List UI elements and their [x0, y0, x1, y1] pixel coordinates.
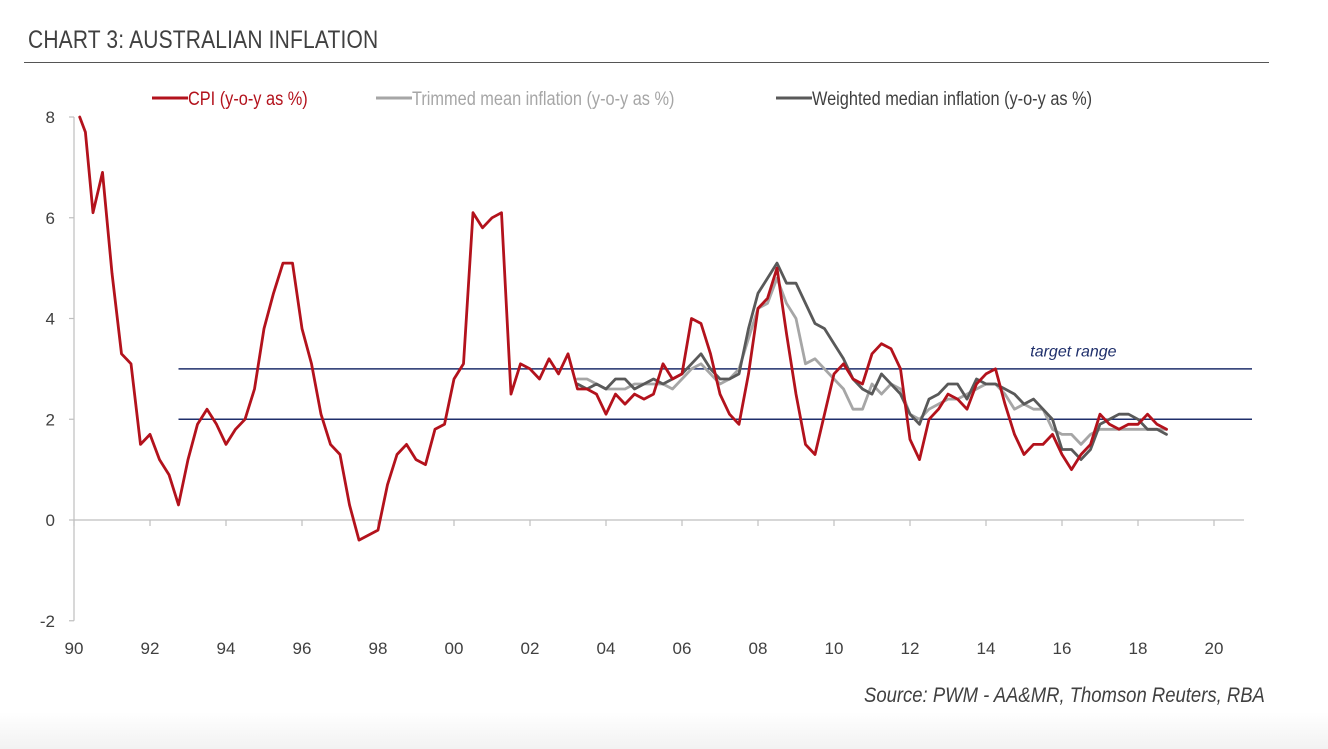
x-tick-label: 98 [369, 639, 388, 658]
x-tick-label: 90 [65, 639, 84, 658]
legend: CPI (y-o-y as %) Trimmed mean inflation (… [152, 88, 1092, 109]
chart-title: CHART 3: AUSTRALIAN INFLATION [28, 26, 379, 54]
legend-weighted-median-label: Weighted median inflation (y-o-y as %) [812, 88, 1092, 109]
weighted-median-series-line [576, 261, 1168, 461]
title-divider [24, 62, 1269, 63]
x-tick-label: 94 [217, 639, 236, 658]
x-tick-label: 92 [141, 639, 160, 658]
y-tick-label: 4 [46, 310, 55, 329]
cpi-series-line [78, 115, 1168, 542]
x-tick-label: 04 [597, 639, 616, 658]
target-range-label: target range [1030, 343, 1116, 360]
x-tick-label: 18 [1129, 639, 1148, 658]
y-tick-label: -2 [40, 612, 55, 631]
series-lines [78, 115, 1168, 542]
x-tick-label: 14 [977, 639, 996, 658]
x-tick-label: 06 [673, 639, 692, 658]
y-tick-label: 0 [46, 511, 55, 530]
bottom-fade [0, 712, 1328, 749]
x-tick-label: 12 [901, 639, 920, 658]
trimmed-mean-series-line [576, 276, 1168, 446]
legend-cpi: CPI (y-o-y as %) [152, 88, 308, 109]
y-tick-label: 2 [46, 410, 55, 429]
x-tick-label: 10 [825, 639, 844, 658]
legend-trimmed-mean-label: Trimmed mean inflation (y-o-y as %) [412, 88, 674, 109]
y-tick-label: 8 [46, 108, 55, 127]
x-tick-label: 08 [749, 639, 768, 658]
legend-cpi-label: CPI (y-o-y as %) [188, 88, 308, 109]
annotations: target range [1030, 343, 1116, 360]
x-tick-label: 02 [521, 639, 540, 658]
x-tick-label: 16 [1053, 639, 1072, 658]
source-note: Source: PWM - AA&MR, Thomson Reuters, RB… [864, 684, 1265, 707]
legend-trimmed-mean: Trimmed mean inflation (y-o-y as %) [376, 88, 674, 109]
x-tick-label: 96 [293, 639, 312, 658]
legend-weighted-median: Weighted median inflation (y-o-y as %) [776, 88, 1092, 109]
x-tick-label: 00 [445, 639, 464, 658]
x-tick-label: 20 [1205, 639, 1224, 658]
y-tick-label: 6 [46, 209, 55, 228]
axes [69, 116, 1244, 622]
